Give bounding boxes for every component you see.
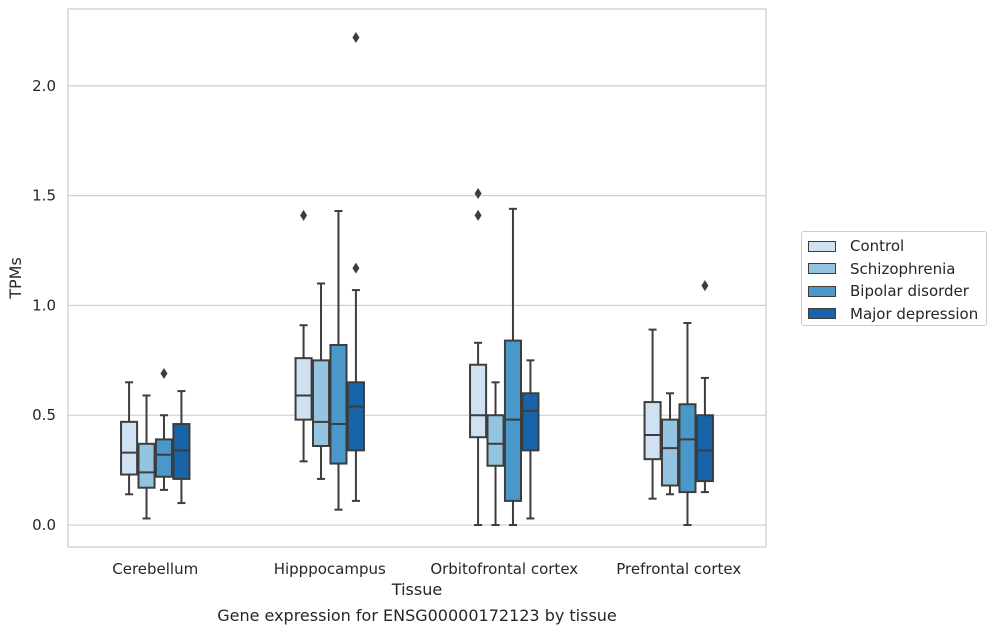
x-axis-label: Tissue	[391, 580, 442, 599]
x-tick-label: Orbitofrontal cortex	[430, 560, 578, 578]
y-tick-label: 2.0	[32, 77, 56, 95]
y-tick-label: 0.0	[32, 516, 56, 534]
x-tick-labels: Cerebellum Hipppocampus Orbitofrontal cort…	[112, 560, 741, 578]
box	[486, 414, 505, 467]
box	[521, 392, 540, 452]
box-group	[643, 328, 662, 500]
legend-label: Bipolar disorder	[850, 282, 969, 301]
legend-label: Control	[850, 237, 905, 256]
outlier-point	[474, 187, 482, 199]
box	[643, 401, 662, 461]
outlier-point	[474, 209, 482, 221]
outlier-point	[352, 32, 360, 44]
box-group	[695, 280, 714, 494]
box	[469, 363, 488, 439]
box	[137, 442, 156, 489]
legend-label: Major depression	[850, 304, 979, 323]
box-group	[469, 187, 488, 527]
box	[154, 438, 174, 478]
legend-item: Control	[808, 235, 980, 258]
legend-swatch	[808, 285, 836, 297]
outlier-point	[701, 280, 709, 292]
outlier-point	[160, 368, 168, 380]
y-tick-label: 0.5	[32, 406, 56, 424]
y-axis-label: TPMs	[6, 257, 25, 300]
outlier-point	[352, 262, 360, 274]
box-group	[120, 381, 139, 496]
box-group	[678, 322, 697, 527]
box-group	[346, 32, 365, 502]
legend-label: Schizophrenia	[850, 259, 956, 278]
legend: Control Schizophrenia Bipolar disorder Majo…	[801, 231, 987, 326]
box	[172, 423, 191, 480]
legend-swatch	[808, 263, 836, 275]
legend-swatch	[808, 308, 836, 320]
box	[695, 414, 714, 483]
y-tick-labels: 0.0 0.5 1.0 1.5 2.0	[32, 77, 56, 534]
y-tick-label: 1.0	[32, 296, 56, 314]
box-group	[294, 209, 313, 463]
box	[678, 403, 697, 494]
outlier-point	[300, 209, 308, 221]
box	[660, 418, 680, 487]
box	[329, 343, 348, 465]
x-tick-label: Cerebellum	[112, 560, 198, 578]
chart-caption: Gene expression for ENSG00000172123 by t…	[217, 606, 617, 625]
plot-frame	[67, 8, 767, 548]
box-group	[137, 394, 156, 520]
box-group	[486, 381, 505, 527]
legend-swatch	[808, 240, 836, 252]
x-tick-label: Hipppocampus	[274, 560, 386, 578]
x-tick-label: Prefrontal cortex	[616, 560, 741, 578]
box-group	[521, 359, 540, 520]
box	[120, 420, 139, 476]
legend-item: Bipolar disorder	[808, 280, 980, 303]
box-group	[503, 207, 523, 527]
box-group	[329, 210, 348, 511]
legend-item: Schizophrenia	[808, 258, 980, 281]
box	[294, 357, 313, 421]
boxes	[120, 32, 714, 527]
legend-item: Major depression	[808, 303, 980, 326]
box-group	[311, 282, 331, 480]
box-group	[660, 392, 680, 496]
y-tick-label: 1.5	[32, 187, 56, 205]
box	[311, 359, 331, 447]
box	[503, 339, 523, 502]
box-group	[172, 390, 191, 505]
box-group	[154, 368, 174, 491]
box	[346, 381, 365, 452]
